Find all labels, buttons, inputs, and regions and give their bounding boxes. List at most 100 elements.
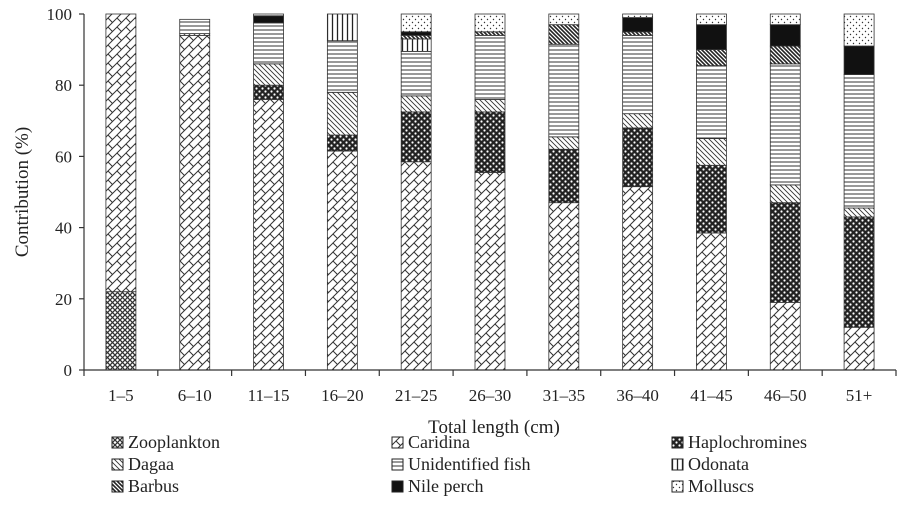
legend-label: Caridina	[408, 432, 470, 452]
x-tick-label: 6–10	[178, 386, 212, 405]
bar-segment	[253, 63, 284, 86]
bar-segment	[105, 13, 137, 293]
bar-segment	[843, 45, 875, 75]
bar-segment	[843, 207, 875, 218]
bar-segment	[696, 164, 727, 234]
legend-label: Molluscs	[688, 476, 754, 496]
legend-item: Dagaa	[111, 454, 174, 474]
x-tick-label: 46–50	[764, 386, 807, 405]
bar-stack	[548, 13, 580, 371]
bar-segment	[843, 326, 875, 371]
x-tick-label: 36–40	[616, 386, 659, 405]
bar-segment	[253, 84, 284, 100]
legend-item: Caridina	[391, 432, 470, 452]
legend-label: Barbus	[128, 476, 179, 496]
bar-segment	[548, 43, 580, 138]
x-tick-label: 11–15	[248, 386, 290, 405]
bar-segment	[400, 13, 432, 33]
bar-stack	[622, 13, 654, 371]
legend-item: Unidentified fish	[391, 454, 530, 474]
x-tick-label: 1–5	[108, 386, 134, 405]
bar-segment	[622, 34, 654, 115]
legend-label: Zooplankton	[128, 432, 220, 452]
bar-stack	[843, 13, 875, 371]
y-tick-label: 40	[55, 219, 72, 238]
bar-segment	[474, 111, 506, 173]
bar-segment	[326, 134, 358, 152]
bar-segment	[622, 13, 654, 18]
bar-segment	[696, 138, 727, 166]
legend-label: Odonata	[688, 454, 749, 474]
bar-segment	[326, 40, 358, 93]
legend-swatch	[671, 436, 684, 449]
y-tick-label: 60	[55, 147, 72, 166]
legend-swatch	[111, 458, 124, 471]
x-tick-label: 51+	[846, 386, 873, 405]
bar-segment	[622, 186, 654, 371]
y-axis-ticks: 0 20 40 60 80 100	[47, 5, 84, 380]
bar-segment	[179, 34, 211, 371]
bar-segment	[696, 65, 727, 140]
bar-stack	[179, 18, 211, 371]
legend-label: Nile perch	[408, 476, 483, 496]
x-tick-label: 16–20	[321, 386, 364, 405]
bar-stack	[400, 13, 432, 371]
bar-segment	[769, 45, 801, 65]
plot-area: 0 20 40 60 80 100 1–5 6–10 11–15 16–20 21–25 26–30…	[47, 5, 897, 405]
bar-stack	[474, 13, 506, 371]
y-tick-label: 0	[64, 361, 73, 380]
bar-segment	[769, 13, 801, 26]
legend-swatch	[671, 480, 684, 493]
x-tick-label: 41–45	[690, 386, 733, 405]
bar-segment	[769, 24, 801, 47]
bar-segment	[253, 15, 284, 24]
y-tick-label: 80	[55, 76, 72, 95]
bar-segment	[696, 49, 727, 67]
legend-swatch	[111, 480, 124, 493]
bar-segment	[326, 13, 358, 42]
x-axis-title: Total length (cm)	[428, 417, 560, 438]
bar-segment	[843, 216, 875, 328]
bar-stack	[253, 13, 284, 371]
bar-segment	[769, 63, 801, 186]
bar-segment	[696, 13, 727, 26]
bar-segment	[474, 13, 506, 33]
bar-segment	[548, 136, 580, 150]
legend-item: Nile perch	[391, 476, 483, 496]
bar-stack	[769, 13, 801, 371]
bar-segment	[548, 24, 580, 45]
bar-segment	[474, 31, 506, 36]
legend-item: Odonata	[671, 454, 749, 474]
x-tick-label: 21–25	[395, 386, 438, 405]
bar-stack	[696, 13, 727, 371]
bar-segment	[548, 13, 580, 26]
bar-segment	[474, 99, 506, 113]
bar-segment	[253, 13, 284, 17]
bar-segment	[474, 34, 506, 100]
bar-segment	[400, 95, 432, 113]
bar-segment	[548, 202, 580, 371]
bar-segment	[326, 150, 358, 371]
legend-swatch	[391, 436, 404, 449]
bar-segment	[326, 91, 358, 136]
legend-item: Haplochromines	[671, 432, 807, 452]
bar-segment	[622, 113, 654, 129]
bar-segment	[622, 17, 654, 33]
legend-swatch	[111, 436, 124, 449]
bar-segment	[400, 38, 432, 52]
bar-stack	[105, 13, 137, 371]
bar-segment	[400, 50, 432, 97]
bar-segment	[622, 127, 654, 188]
bar-segment	[474, 172, 506, 371]
y-tick-label: 100	[47, 5, 73, 24]
bars-layer	[105, 13, 875, 371]
legend-item: Zooplankton	[111, 432, 220, 452]
bar-segment	[622, 31, 654, 36]
bar-segment	[253, 22, 284, 65]
legend-label: Haplochromines	[688, 432, 807, 452]
bar-segment	[769, 301, 801, 371]
legend: Zooplankton Caridina Haplochromines Dagaa Un…	[111, 432, 807, 496]
bar-stack	[326, 13, 358, 371]
bar-segment	[696, 24, 727, 51]
